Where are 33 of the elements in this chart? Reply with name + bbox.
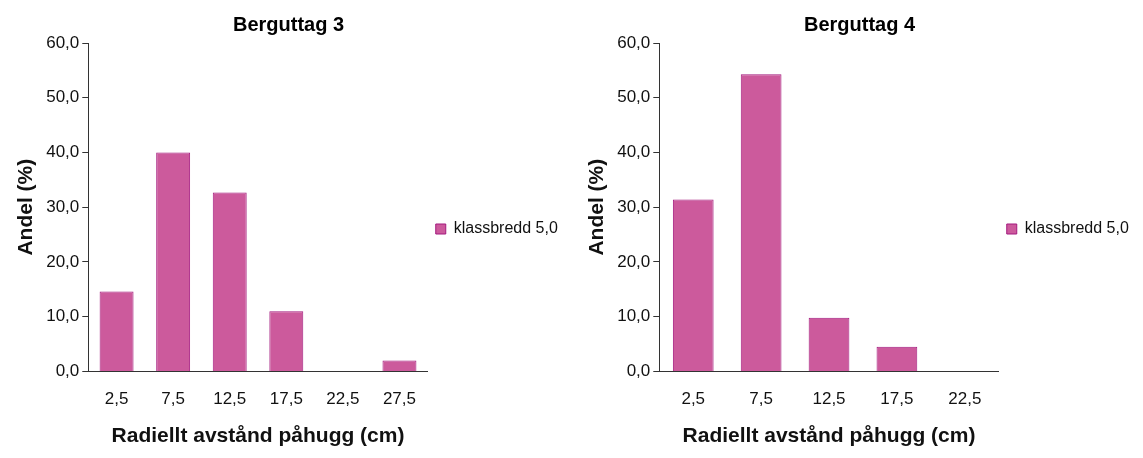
y-tick-label: 60,0	[617, 32, 651, 52]
x-tick-label: 22,5	[326, 389, 360, 409]
y-tick-label: 0,0	[626, 361, 651, 381]
y-axis-title: Andel (%)	[13, 158, 37, 256]
y-tick-label: 60,0	[46, 32, 80, 52]
y-tick-label: 30,0	[46, 196, 80, 216]
y-tick-label: 10,0	[46, 306, 80, 326]
legend-label: klassbredd 5,0	[453, 219, 558, 237]
y-axis-title: Andel (%)	[584, 158, 608, 256]
x-tick-label: 12,5	[213, 389, 247, 409]
chart-title: Berguttag 4	[803, 12, 916, 35]
y-tick-label: 10,0	[617, 306, 651, 326]
x-tick-label: 7,5	[161, 389, 185, 409]
y-tick-label: 20,0	[617, 251, 651, 271]
x-tick-label: 2,5	[681, 389, 706, 409]
y-tick-label: 30,0	[617, 196, 651, 216]
chart-title: Berguttag 3	[232, 12, 345, 35]
y-tick-label: 40,0	[46, 142, 80, 162]
x-tick-label: 22,5	[948, 389, 982, 409]
x-axis-title: Radiellt avstånd påhugg (cm)	[111, 423, 405, 447]
x-tick-label: 17,5	[269, 389, 303, 409]
x-tick-label: 2,5	[104, 389, 129, 409]
y-tick-label: 40,0	[617, 142, 651, 162]
x-tick-label: 17,5	[880, 389, 914, 409]
y-tick-label: 20,0	[46, 251, 80, 271]
x-tick-label: 27,5	[382, 389, 417, 409]
x-axis-title: Radiellt avstånd påhugg (cm)	[682, 423, 976, 447]
x-tick-label: 12,5	[812, 389, 846, 409]
y-tick-label: 50,0	[617, 87, 651, 107]
y-tick-label: 50,0	[46, 87, 80, 107]
x-tick-label: 7,5	[749, 389, 773, 409]
y-tick-label: 0,0	[55, 361, 80, 381]
legend-label: klassbredd 5,0	[1024, 219, 1129, 237]
